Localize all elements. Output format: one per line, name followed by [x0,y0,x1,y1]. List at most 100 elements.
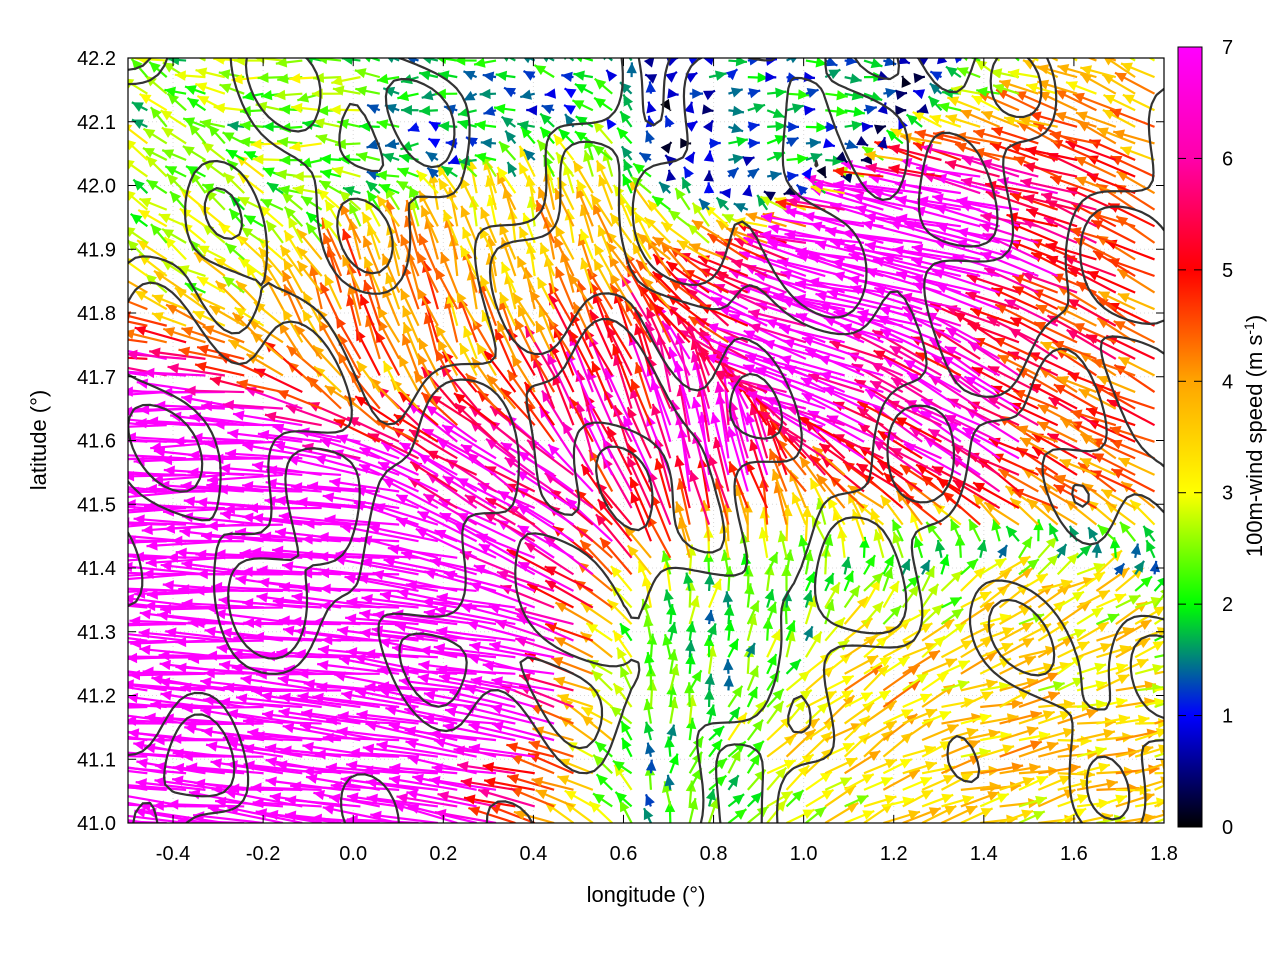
wind-vector [999,655,1037,675]
wind-vector [688,669,703,691]
colorbar-tick-label: 4 [1222,371,1233,393]
wind-vector [960,713,992,725]
wind-vector [135,778,206,791]
wind-vector [824,776,853,791]
wind-vector [128,408,129,410]
wind-vector [128,225,129,227]
wind-vector [902,745,937,758]
wind-vector [417,673,497,692]
wind-vector [479,88,497,100]
wind-vector [706,704,717,724]
wind-vector [533,64,555,79]
wind-vector [1057,794,1090,808]
wind-vector [666,724,677,741]
wind-vector [980,781,1022,792]
wind-vector [1087,526,1099,542]
wind-vector [643,807,654,823]
wind-vector [744,583,755,608]
wind-vector [786,89,810,100]
wind-vector [937,102,962,113]
wind-vector [706,623,717,642]
wind-vector [643,721,654,741]
wind-vector [603,58,613,62]
y-tick-label: 41.6 [77,431,116,453]
wind-vector [1018,645,1057,659]
wind-vector [999,637,1035,659]
wind-vector [456,761,516,775]
wind-vector [128,805,129,807]
x-tick-label: 1.0 [790,843,818,865]
wind-vector [541,104,555,115]
wind-vector [186,762,264,775]
wind-vector [979,792,1010,808]
wind-vector [297,691,380,709]
wind-vector [1057,807,1087,823]
wind-vector [913,72,925,84]
wind-vector [457,119,477,130]
wind-vector [453,745,516,758]
wind-vector [167,799,245,810]
wind-vector [708,725,725,741]
wind-vector [1005,525,1020,542]
colorbar-tick-label: 7 [1222,37,1233,59]
wind-vector [882,605,902,625]
wind-vector [863,104,878,115]
wind-vector [685,653,696,674]
wind-vector [235,693,322,709]
wind-vector [513,809,555,823]
y-tick-label: 41.2 [77,686,116,708]
wind-vector [409,460,458,493]
wind-vector [1095,567,1131,592]
wind-vector [921,671,949,692]
wind-vector [804,571,816,592]
wind-vector [550,656,594,675]
wind-vector [180,682,264,693]
wind-vector [999,763,1041,775]
wind-vector [702,104,714,115]
wind-vector [346,814,419,823]
wind-vector [359,628,439,642]
wind-vector [1096,697,1128,709]
wind-vector [518,226,536,260]
wind-vector [843,715,871,741]
wind-vector [843,732,871,758]
wind-vector [612,629,633,658]
wind-vector [1134,575,1153,592]
wind-vector [785,629,796,658]
wind-vector [766,628,782,658]
wind-vector [980,698,1023,710]
wind-vector [746,686,759,708]
wind-vector [437,791,497,808]
wind-vector [250,782,322,793]
wind-vector [366,793,439,808]
wind-vector [766,170,782,181]
wind-vector [166,173,187,194]
wind-vector [131,118,148,129]
wind-vector [207,124,226,145]
wind-vector [564,789,594,808]
wind-vector [643,698,654,724]
wind-vector [685,717,697,741]
wind-vector [999,776,1035,791]
wind-vector [863,720,898,742]
wind-vector [703,182,715,194]
wind-vector [746,719,764,741]
wind-vector [416,251,439,294]
wind-vector [805,152,823,163]
colorbar-tick-label: 5 [1222,260,1233,282]
wind-vector [553,676,594,692]
wind-vector [385,705,458,725]
wind-vector [902,622,933,642]
wind-vector [669,663,680,691]
wind-vector [506,161,518,178]
wind-vector [705,788,717,807]
x-tick-label: 1.2 [880,843,908,865]
wind-vector [172,762,245,775]
wind-vector [658,181,672,194]
wind-vector [1154,702,1164,709]
y-tick-label: 41.0 [77,813,116,835]
wind-vector [767,87,787,98]
wind-vector [708,70,727,81]
wind-vector [588,800,613,823]
